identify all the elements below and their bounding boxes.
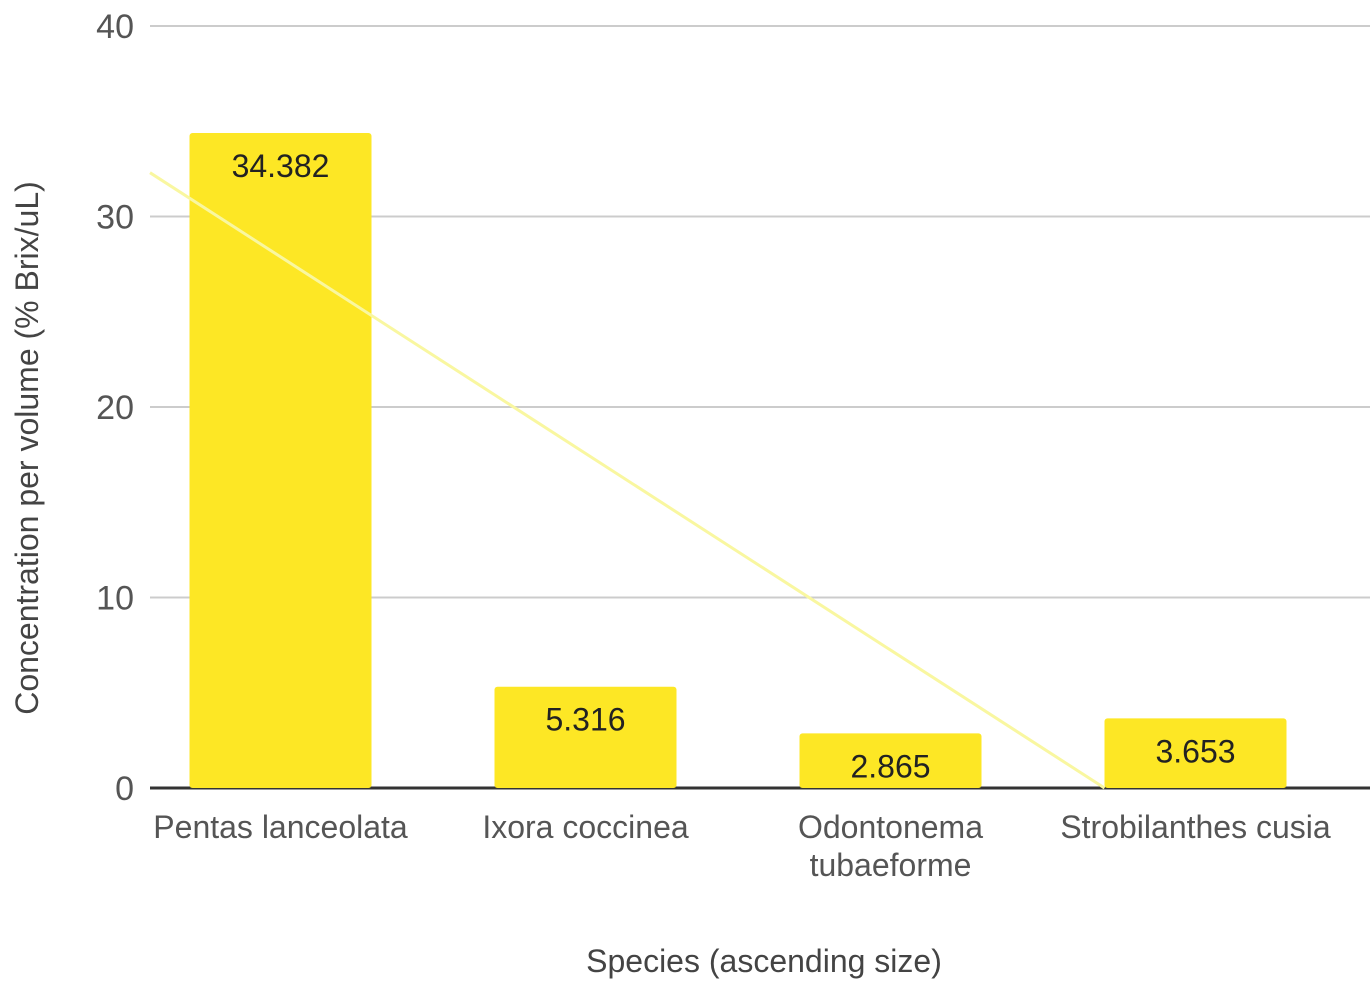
data-label: 3.653 — [1155, 733, 1235, 769]
bars — [189, 133, 1287, 789]
labels: 0 10 20 30 40 34.382 5.316 2.865 3.653 Pentas lan… — [96, 8, 1331, 883]
data-label: 2.865 — [850, 748, 930, 784]
x-tick-label: Strobilanthes cusia — [1060, 809, 1331, 845]
y-tick-label: 20 — [96, 389, 134, 427]
x-tick-label: Ixora coccinea — [482, 809, 689, 845]
y-axis-title: Concentration per volume (% Brix/uL) — [9, 181, 45, 715]
y-tick-label: 40 — [96, 8, 134, 46]
data-label: 5.316 — [545, 702, 625, 738]
trendline — [149, 171, 1106, 790]
x-tick-label: Odontonema — [798, 809, 983, 845]
data-label: 34.382 — [232, 148, 330, 184]
y-tick-label: 30 — [96, 199, 134, 237]
bar — [799, 733, 982, 788]
y-tick-label: 0 — [115, 770, 134, 808]
y-tick-label: 10 — [96, 580, 134, 618]
bar — [494, 686, 677, 788]
x-tick-label: Pentas lanceolata — [153, 809, 408, 845]
x-tick-label: tubaeforme — [810, 847, 972, 883]
x-axis-title: Species (ascending size) — [586, 943, 942, 979]
bar — [189, 133, 372, 789]
trendline-layer — [149, 171, 1106, 790]
bar — [1104, 718, 1287, 788]
